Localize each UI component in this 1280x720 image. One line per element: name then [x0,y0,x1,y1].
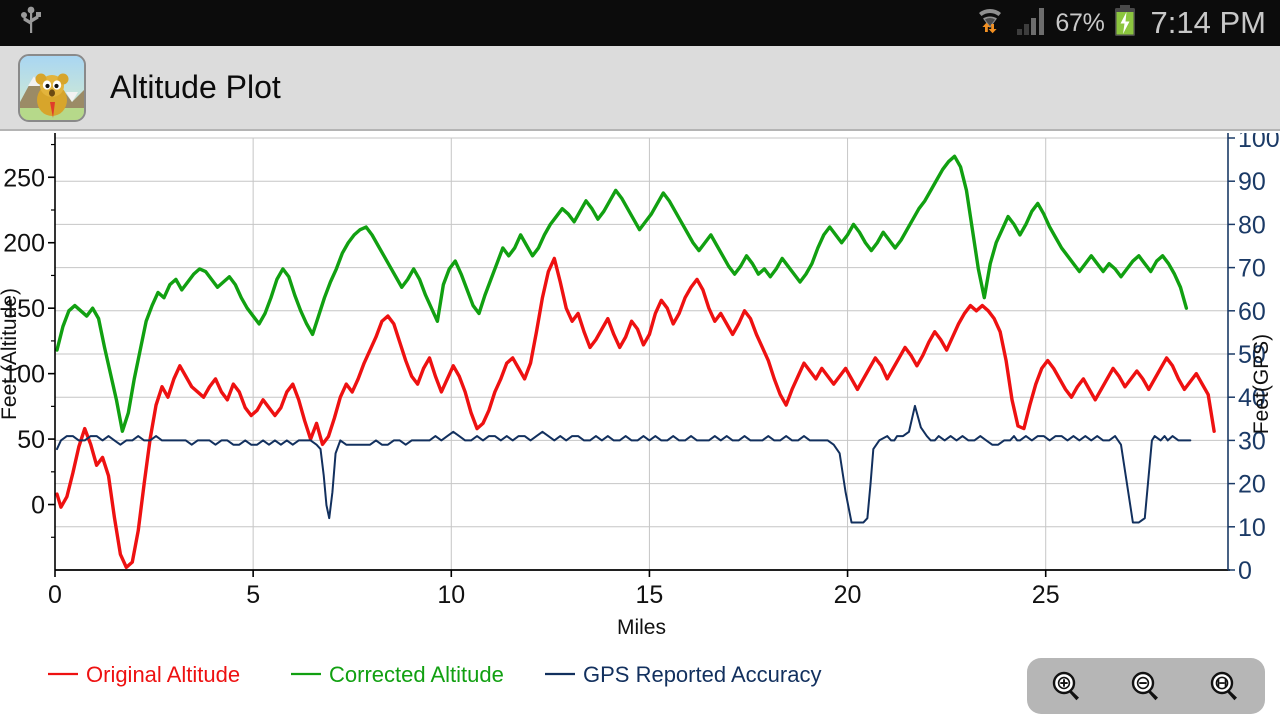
page-title: Altitude Plot [110,69,281,105]
chart-canvas[interactable]: 0 50 100 150 200 250 0 10 20 30 40 50 60 70 80 90 100 0 5 1… [0,133,1280,720]
y-axis-tick-label: 150 [3,295,45,323]
y2-axis-tick-label: 10 [1238,514,1266,542]
x-axis-tick-label: 0 [48,581,62,609]
status-bar-left-icons [18,6,44,41]
y2-axis-tick-label: 20 [1238,471,1266,499]
zoom-out-button[interactable] [1118,663,1174,709]
wifi-icon [973,5,1007,42]
y2-axis-tick-label: 50 [1238,341,1266,369]
series-line [55,256,1216,570]
battery-percent-label: 67% [1055,8,1105,37]
x-axis-tick-label: 20 [834,581,862,609]
x-axis-tick-label: 5 [246,581,260,609]
altitude-plot-app-icon[interactable] [18,53,86,122]
y2-axis-tick-label: 100 [1238,133,1280,153]
x-axis-label: Miles [617,616,666,639]
y2-axis-tick-label: 80 [1238,211,1266,239]
series-line [55,154,1189,433]
altitude-chart[interactable]: 0 50 100 150 200 250 0 10 20 30 40 50 60 70 80 90 100 0 5 1… [0,133,1280,720]
zoom-reset-button[interactable] [1197,663,1253,709]
y-axis-tick-label: 250 [3,164,45,192]
x-axis-tick-label: 15 [636,581,664,609]
series-line [55,404,1192,524]
x-axis-tick-label: 25 [1032,581,1060,609]
usb-icon [18,6,44,41]
y2-axis-tick-label: 60 [1238,298,1266,326]
y-axis-label: Feet (Altitude) [0,288,21,420]
app-title-bar: Altitude Plot [0,46,1280,131]
y-axis-tick-label: 0 [31,492,45,520]
zoom-controls [1027,658,1265,714]
y2-axis-tick-label: 40 [1238,384,1266,412]
x-axis-tick-label: 10 [437,581,465,609]
y2-axis-tick-label: 30 [1238,427,1266,455]
y2-axis-tick-label: 0 [1238,557,1252,585]
cell-signal-icon [1015,6,1047,41]
legend-label: GPS Reported Accuracy [583,662,821,687]
legend-label: Corrected Altitude [329,662,504,687]
battery-charging-icon [1113,4,1137,42]
y2-axis-label: Feet(GPS) [1250,334,1273,434]
y2-axis-tick-label: 90 [1238,168,1266,196]
clock-label: 7:14 PM [1150,5,1266,40]
status-bar-right-icons: 67% 7:14 PM [973,4,1266,42]
y-axis-tick-label: 50 [17,426,45,454]
y-axis-tick-label: 100 [3,361,45,389]
y2-axis-tick-label: 70 [1238,255,1266,283]
android-status-bar: 67% 7:14 PM [0,0,1280,46]
y-axis-tick-label: 200 [3,230,45,258]
legend-label: Original Altitude [86,662,240,687]
zoom-in-button[interactable] [1039,663,1095,709]
